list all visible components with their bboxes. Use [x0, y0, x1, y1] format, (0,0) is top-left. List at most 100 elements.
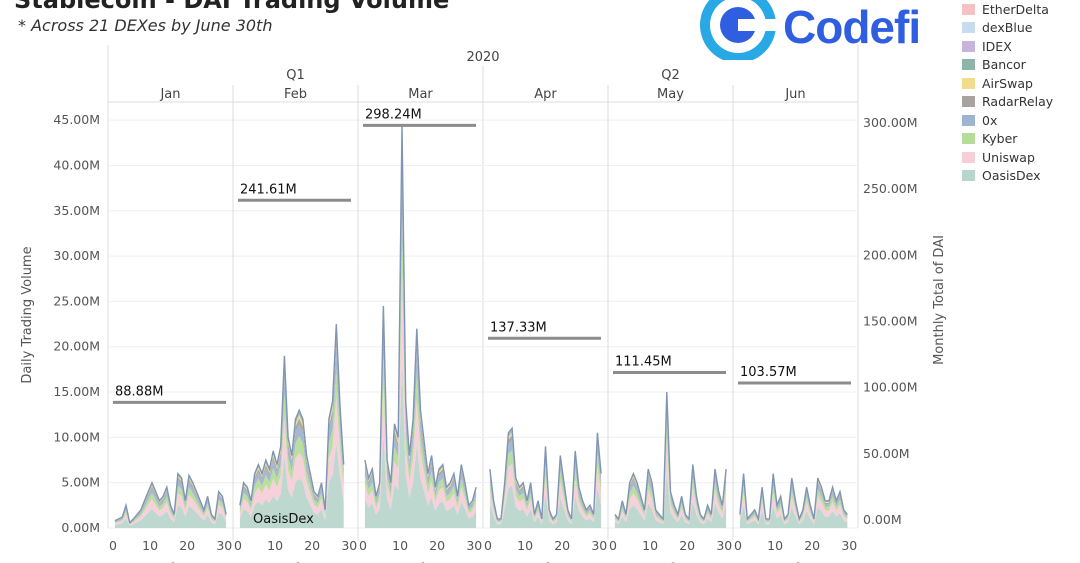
x-tick-label: 30	[841, 538, 857, 553]
area-radarrelay-jun	[739, 477, 848, 520]
y-right-tick-label: 250.00M	[863, 181, 918, 196]
legend-label: OasisDex	[982, 168, 1041, 184]
legend-label: RadarRelay	[982, 94, 1054, 110]
legend-item[interactable]: 0x	[962, 111, 1053, 130]
x-tick-label: 20	[679, 538, 695, 553]
month-header: Mar	[408, 87, 433, 102]
x-tick-label: 0	[359, 538, 367, 553]
area-uniswap-apr	[489, 464, 602, 525]
area-outline-jan	[114, 471, 227, 525]
area-outline-apr	[489, 426, 602, 521]
area-kyber-feb	[239, 368, 344, 517]
legend-swatch	[962, 59, 975, 71]
area-airswap-jun	[739, 475, 848, 520]
legend: EtherDelta dexBlue IDEX Bancor AirSwap R…	[962, 0, 1053, 185]
codefi-logo-icon	[700, 0, 778, 60]
area-oasisdex-mar	[364, 358, 477, 528]
legend-item[interactable]: EtherDelta	[962, 0, 1053, 19]
legend-label: 0x	[982, 112, 998, 128]
quarter-header: Q1	[286, 68, 305, 83]
y-left-tick-label: 20.00M	[53, 339, 100, 354]
legend-swatch	[962, 114, 975, 126]
quarter-header: Q2	[661, 68, 680, 83]
monthly-total-label: 241.61M	[240, 182, 297, 197]
area-uniswap-mar	[364, 269, 477, 519]
oasisdex-area-label: OasisDex	[253, 512, 314, 527]
x-tick-label: 10	[267, 538, 283, 553]
legend-swatch	[962, 133, 975, 145]
x-axis-title: Day of Date	[133, 560, 208, 563]
area-kyber-apr	[489, 450, 602, 523]
legend-item[interactable]: Uniswap	[962, 148, 1053, 167]
legend-swatch	[962, 77, 975, 89]
legend-swatch	[962, 170, 975, 182]
y-left-tick-label: 30.00M	[53, 248, 100, 263]
x-axis-title: Day of Date	[758, 560, 833, 563]
month-header: Apr	[534, 87, 557, 102]
x-tick-label: 30	[466, 538, 482, 553]
y-left-tick-label: 40.00M	[53, 157, 100, 172]
year-header: 2020	[466, 50, 499, 65]
x-tick-label: 20	[304, 538, 320, 553]
legend-item[interactable]: AirSwap	[962, 74, 1053, 93]
x-axis-title: Day of Date	[633, 560, 708, 563]
area-outline-may	[614, 391, 727, 521]
y-right-tick-label: 150.00M	[863, 314, 918, 329]
monthly-total-label: 103.57M	[740, 365, 797, 380]
x-tick-label: 0	[734, 538, 742, 553]
area-kyber-may	[614, 422, 727, 523]
area-uniswap-feb	[239, 397, 344, 521]
area-oasisdex-apr	[489, 486, 602, 528]
month-header: Feb	[284, 87, 307, 102]
logo-text: Codefi	[783, 1, 921, 53]
y-right-tick-label: 200.00M	[863, 247, 918, 262]
area-oasisdex-may	[614, 470, 727, 528]
area-outline-jun	[739, 473, 848, 522]
monthly-total-label: 88.88M	[115, 384, 163, 399]
legend-item[interactable]: dexBlue	[962, 19, 1053, 38]
y-right-tick-label: 300.00M	[863, 115, 918, 130]
y-right-tick-label: 50.00M	[863, 446, 910, 461]
x-tick-label: 0	[109, 538, 117, 553]
area-uniswap-may	[614, 441, 727, 525]
x-tick-label: 30	[216, 538, 232, 553]
area-kyber-jun	[739, 485, 848, 523]
legend-item[interactable]: RadarRelay	[962, 93, 1053, 112]
area-uniswap-jun	[739, 493, 848, 525]
x-tick-label: 10	[392, 538, 408, 553]
x-tick-label: 0	[609, 538, 617, 553]
legend-item[interactable]: IDEX	[962, 37, 1053, 56]
month-header: Jan	[159, 87, 180, 102]
y-left-tick-label: 45.00M	[53, 112, 100, 127]
monthly-total-label: 111.45M	[615, 355, 672, 370]
x-axis-title: Day of Date	[508, 560, 583, 563]
x-tick-label: 20	[179, 538, 195, 553]
area-oasisdex-jun	[739, 505, 848, 528]
legend-swatch	[962, 151, 975, 163]
area-oasisdex-jan	[114, 505, 227, 528]
x-tick-label: 20	[429, 538, 445, 553]
legend-label: IDEX	[982, 38, 1012, 54]
x-tick-label: 20	[804, 538, 820, 553]
legend-swatch	[962, 96, 975, 108]
legend-item[interactable]: Kyber	[962, 130, 1053, 149]
area-outline-mar	[364, 124, 477, 507]
y-left-axis-title: Daily Trading Volume	[20, 246, 35, 383]
x-tick-label: 10	[142, 538, 158, 553]
legend-label: EtherDelta	[982, 1, 1049, 17]
legend-label: dexBlue	[982, 20, 1033, 36]
legend-item[interactable]: Bancor	[962, 56, 1053, 75]
y-left-tick-label: 25.00M	[53, 293, 100, 308]
legend-label: Kyber	[982, 131, 1018, 147]
x-tick-label: 0	[484, 538, 492, 553]
legend-swatch	[962, 3, 975, 15]
x-tick-label: 20	[554, 538, 570, 553]
area-0x-may	[614, 408, 727, 521]
x-tick-label: 30	[341, 538, 357, 553]
area-outline-feb	[239, 324, 345, 510]
legend-label: Bancor	[982, 57, 1026, 73]
legend-item[interactable]: OasisDex	[962, 167, 1053, 186]
month-header: May	[657, 87, 684, 102]
y-left-tick-label: 35.00M	[53, 203, 100, 218]
